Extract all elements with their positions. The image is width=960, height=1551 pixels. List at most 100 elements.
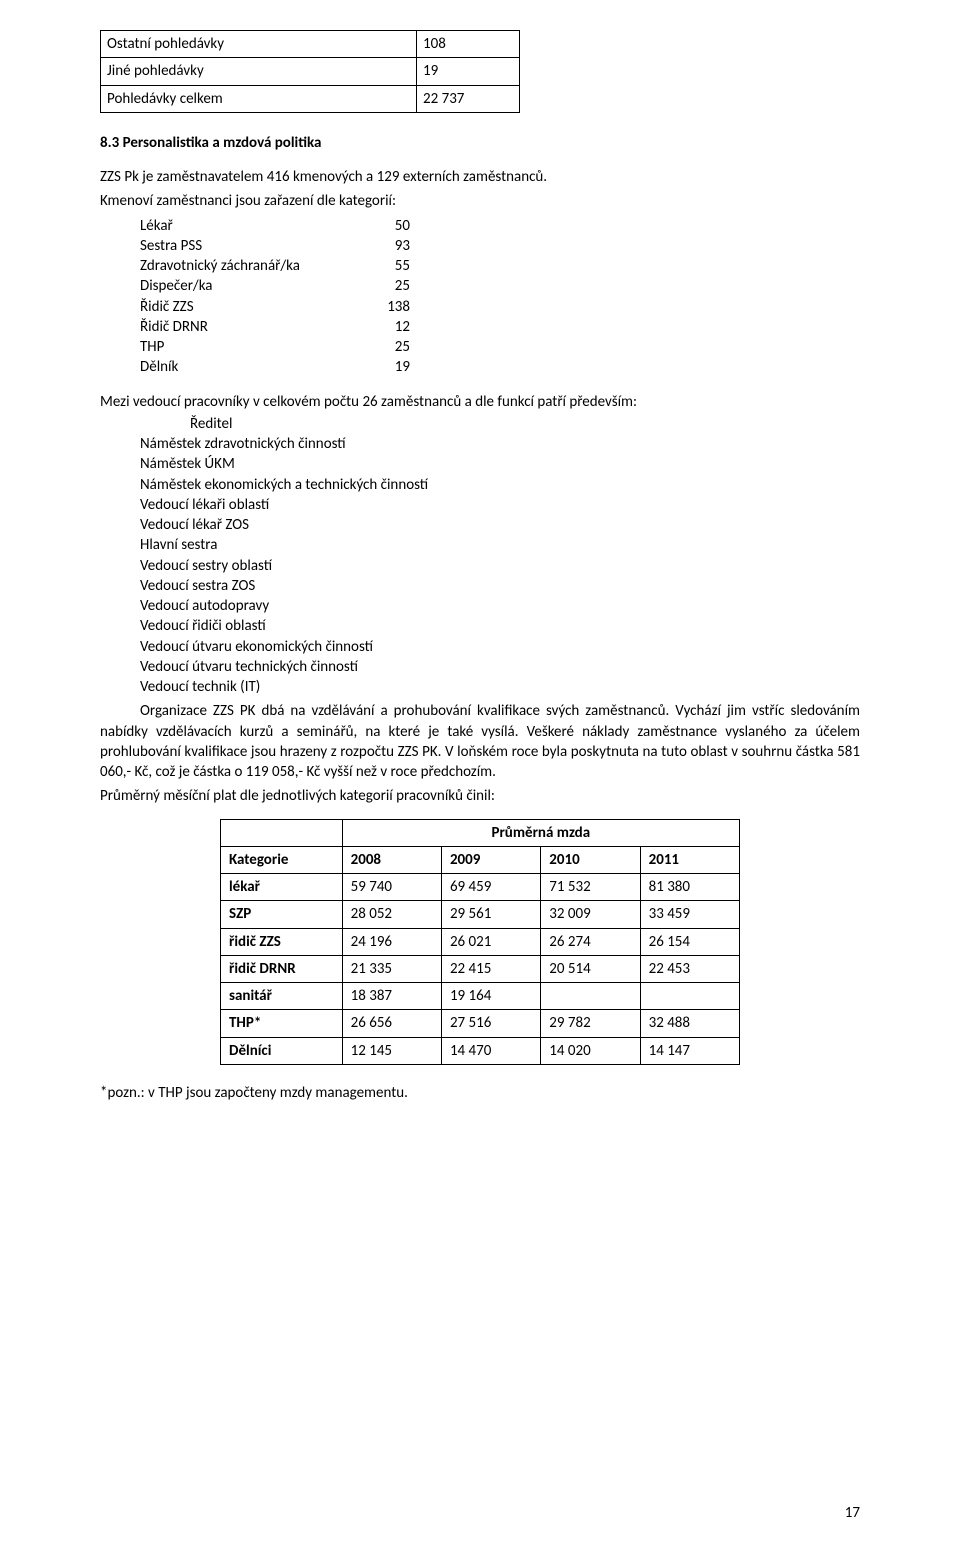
cell-category: SZP <box>221 901 343 928</box>
list-item: Vedoucí lékař ZOS <box>100 515 860 535</box>
cell-category: sanitář <box>221 983 343 1010</box>
table-row: Pohledávky celkem 22 737 <box>101 85 520 112</box>
col-header: 2011 <box>640 846 739 873</box>
cell-value: 22 415 <box>441 955 540 982</box>
kv-row: Lékař50 <box>100 216 860 236</box>
list-item: Vedoucí útvaru technických činností <box>100 657 860 677</box>
table-row: SZP 28 052 29 561 32 009 33 459 <box>221 901 740 928</box>
footnote: *pozn.: v THP jsou započteny mzdy manage… <box>100 1083 860 1103</box>
cell-value: 69 459 <box>441 874 540 901</box>
list-item: Vedoucí sestry oblastí <box>100 556 860 576</box>
list-item: Náměstek zdravotnických činností <box>100 434 860 454</box>
kv-value: 19 <box>350 357 410 377</box>
list-item: Vedoucí sestra ZOS <box>100 576 860 596</box>
cell-value: 14 020 <box>541 1037 640 1064</box>
cell-value: 19 164 <box>441 983 540 1010</box>
kv-intro: Kmenoví zaměstnanci jsou zařazení dle ka… <box>100 191 860 211</box>
kv-value: 25 <box>350 276 410 296</box>
list-item: Vedoucí technik (IT) <box>100 677 860 697</box>
cell-value: 14 470 <box>441 1037 540 1064</box>
kv-label: Dělník <box>140 357 350 377</box>
cell-value: 32 009 <box>541 901 640 928</box>
list-item: Hlavní sestra <box>100 535 860 555</box>
cell-value: 29 561 <box>441 901 540 928</box>
list-item: Vedoucí řidiči oblastí <box>100 616 860 636</box>
section-heading: 8.3 Personalistika a mzdová politika <box>100 133 860 153</box>
cell-value: 26 021 <box>441 928 540 955</box>
cell-value: 26 656 <box>342 1010 441 1037</box>
cell-value: 81 380 <box>640 874 739 901</box>
col-header: 2009 <box>441 846 540 873</box>
cell-value: 14 147 <box>640 1037 739 1064</box>
kv-value: 12 <box>350 317 410 337</box>
kv-value: 25 <box>350 337 410 357</box>
cell-value: 26 154 <box>640 928 739 955</box>
cell-value: 20 514 <box>541 955 640 982</box>
cell-value: 24 196 <box>342 928 441 955</box>
kv-label: Sestra PSS <box>140 236 350 256</box>
kv-value: 55 <box>350 256 410 276</box>
table-row: lékař 59 740 69 459 71 532 81 380 <box>221 874 740 901</box>
cell-value: 22 453 <box>640 955 739 982</box>
kv-label: Zdravotnický záchranář/ka <box>140 256 350 276</box>
kv-label: Řidič DRNR <box>140 317 350 337</box>
list-item: Náměstek ekonomických a technických činn… <box>100 475 860 495</box>
list-item: Vedoucí útvaru ekonomických činností <box>100 637 860 657</box>
document-page: Ostatní pohledávky 108 Jiné pohledávky 1… <box>0 0 960 1551</box>
table-row: THP* 26 656 27 516 29 782 32 488 <box>221 1010 740 1037</box>
kv-label: Řidič ZZS <box>140 297 350 317</box>
cell-label: Pohledávky celkem <box>101 85 417 112</box>
kv-row: Zdravotnický záchranář/ka55 <box>100 256 860 276</box>
cell-value: 29 782 <box>541 1010 640 1037</box>
cell-value: 32 488 <box>640 1010 739 1037</box>
kv-value: 138 <box>350 297 410 317</box>
table-header-row: Průměrná mzda <box>221 819 740 846</box>
body-paragraph: Organizace ZZS PK dbá na vzdělávání a pr… <box>100 701 860 782</box>
list-item: Ředitel <box>100 414 860 434</box>
salary-table: Průměrná mzda Kategorie 2008 2009 2010 2… <box>220 819 740 1065</box>
staff-category-list: Lékař50 Sestra PSS93 Zdravotnický záchra… <box>100 216 860 378</box>
cell-value: 59 740 <box>342 874 441 901</box>
table-row: řidič DRNR 21 335 22 415 20 514 22 453 <box>221 955 740 982</box>
kv-row: Řidič ZZS138 <box>100 297 860 317</box>
cell-value <box>640 983 739 1010</box>
col-header: 2010 <box>541 846 640 873</box>
table-row: řidič ZZS 24 196 26 021 26 274 26 154 <box>221 928 740 955</box>
cell-value: 26 274 <box>541 928 640 955</box>
cell-label: Ostatní pohledávky <box>101 31 417 58</box>
kv-label: THP <box>140 337 350 357</box>
page-number: 17 <box>845 1503 860 1523</box>
list-item: Náměstek ÚKM <box>100 454 860 474</box>
receivables-table: Ostatní pohledávky 108 Jiné pohledávky 1… <box>100 30 520 113</box>
col-header: 2008 <box>342 846 441 873</box>
list-item: Vedoucí autodopravy <box>100 596 860 616</box>
cell-category: řidič DRNR <box>221 955 343 982</box>
cell-value: 19 <box>417 58 520 85</box>
intro-paragraph: ZZS Pk je zaměstnavatelem 416 kmenových … <box>100 167 860 187</box>
cell-category: Dělníci <box>221 1037 343 1064</box>
table-row: sanitář 18 387 19 164 <box>221 983 740 1010</box>
cell-value <box>541 983 640 1010</box>
kv-row: Sestra PSS93 <box>100 236 860 256</box>
header-empty <box>221 819 343 846</box>
kv-row: THP25 <box>100 337 860 357</box>
kv-label: Lékař <box>140 216 350 236</box>
kv-row: Dělník19 <box>100 357 860 377</box>
table-header-row: Kategorie 2008 2009 2010 2011 <box>221 846 740 873</box>
cell-category: lékař <box>221 874 343 901</box>
cell-value: 21 335 <box>342 955 441 982</box>
list-item: Vedoucí lékaři oblastí <box>100 495 860 515</box>
table-row: Jiné pohledávky 19 <box>101 58 520 85</box>
cell-category: řidič ZZS <box>221 928 343 955</box>
cell-value: 18 387 <box>342 983 441 1010</box>
cell-value: 33 459 <box>640 901 739 928</box>
table-row: Ostatní pohledávky 108 <box>101 31 520 58</box>
kv-label: Dispečer/ka <box>140 276 350 296</box>
kv-value: 50 <box>350 216 410 236</box>
cell-category: THP* <box>221 1010 343 1037</box>
kv-row: Dispečer/ka25 <box>100 276 860 296</box>
cell-value: 22 737 <box>417 85 520 112</box>
header-span: Průměrná mzda <box>342 819 739 846</box>
cell-value: 28 052 <box>342 901 441 928</box>
cell-value: 12 145 <box>342 1037 441 1064</box>
